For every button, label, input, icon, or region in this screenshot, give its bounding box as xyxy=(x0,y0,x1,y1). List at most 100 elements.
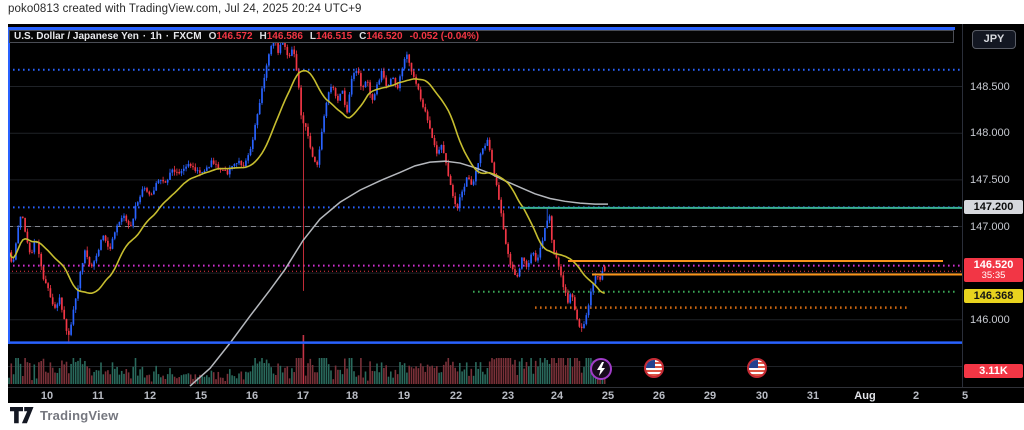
volume-bar xyxy=(279,365,282,384)
candle-body xyxy=(300,87,302,116)
volume-bar xyxy=(327,364,330,384)
volume-bar xyxy=(325,358,328,384)
candle-body xyxy=(518,268,521,277)
candle-body xyxy=(171,169,174,173)
volume-bar xyxy=(502,358,505,384)
volume-bar xyxy=(314,372,316,384)
candle-body xyxy=(337,95,339,101)
candle-body xyxy=(74,298,77,310)
price-axis[interactable]: JPY 148.500 148.000 147.500 147.000 146.000 1… xyxy=(962,24,1024,387)
volume-bar xyxy=(77,360,79,384)
volume-bar xyxy=(537,366,539,384)
volume-bar xyxy=(438,372,440,384)
volume-bar xyxy=(217,371,220,384)
blue-rectangle-top-line[interactable] xyxy=(8,27,955,30)
volume-bar xyxy=(350,358,353,384)
candle-body xyxy=(162,179,164,182)
candle-body xyxy=(139,196,141,203)
volume-bar xyxy=(176,378,178,384)
candle-body xyxy=(431,128,434,138)
candle-body xyxy=(440,144,443,150)
volume-bar xyxy=(26,362,29,384)
volume-bar xyxy=(544,358,546,384)
date-label: 11 xyxy=(92,390,104,402)
volume-bar xyxy=(580,372,583,384)
volume-bar xyxy=(482,371,484,384)
candle-body xyxy=(86,250,89,258)
volume-bar xyxy=(500,358,502,384)
blue-rectangle-left-line[interactable] xyxy=(8,27,10,344)
candle-body xyxy=(458,197,461,209)
candle-body xyxy=(153,190,155,195)
tradingview-brand-text[interactable]: TradingView xyxy=(40,408,119,423)
candle-body xyxy=(97,249,100,256)
symbol-legend[interactable]: U.S. Dollar / Japanese Yen · 1h · FXCM O… xyxy=(9,30,954,43)
candle-body xyxy=(44,279,47,284)
candle-body xyxy=(369,82,371,95)
candle-body xyxy=(136,202,139,206)
volume-bar xyxy=(548,363,551,384)
candle-body xyxy=(17,227,20,244)
volume-bar xyxy=(318,358,321,384)
volume-bar xyxy=(539,358,542,384)
candle-body xyxy=(573,297,576,310)
candle-body xyxy=(26,231,29,243)
tradingview-logo-icon[interactable] xyxy=(10,407,34,424)
volume-bar xyxy=(38,362,40,384)
economic-event-icon-us-flag[interactable] xyxy=(644,358,664,378)
volume-bar xyxy=(256,363,259,384)
volume-bar xyxy=(470,368,473,384)
volume-bar xyxy=(81,364,84,384)
volume-bar xyxy=(143,377,146,384)
candle-body xyxy=(567,292,569,303)
volume-bar xyxy=(208,377,210,384)
open-label: O xyxy=(208,31,217,42)
candle-body xyxy=(343,90,346,105)
candle-body xyxy=(514,269,516,275)
candle-body xyxy=(389,79,392,85)
candle-body xyxy=(49,288,52,298)
volume-bar xyxy=(139,369,141,384)
candle-body xyxy=(417,83,420,90)
volume-bar xyxy=(360,358,362,384)
candle-body xyxy=(463,186,466,192)
candle-body xyxy=(134,205,137,219)
volume-bar xyxy=(254,358,256,384)
volume-bar xyxy=(353,371,355,384)
volume-bar xyxy=(153,371,155,384)
candle-body xyxy=(392,77,394,80)
volume-bar xyxy=(410,367,413,384)
candle-body xyxy=(182,168,185,171)
candle-body xyxy=(433,137,436,146)
currency-toggle-button[interactable]: JPY xyxy=(972,30,1016,49)
candle-body xyxy=(15,243,17,260)
economic-event-icon-us-flag[interactable] xyxy=(747,358,767,378)
volume-bar xyxy=(171,374,174,384)
candle-body xyxy=(242,165,245,167)
candle-body xyxy=(265,65,268,78)
candle-body xyxy=(355,70,358,74)
volume-bar xyxy=(534,360,537,384)
volume-bar xyxy=(378,372,381,384)
volume-bar xyxy=(242,379,245,384)
candle-body xyxy=(590,291,592,306)
candle-body xyxy=(341,90,344,94)
volume-bar xyxy=(445,361,447,384)
candle-body xyxy=(224,170,227,171)
candle-body xyxy=(219,168,222,170)
chart-panel[interactable]: U.S. Dollar / Japanese Yen · 1h · FXCM O… xyxy=(8,24,1024,403)
date-label: 5 xyxy=(961,390,969,402)
volume-bar xyxy=(19,363,22,384)
volume-bar xyxy=(553,358,555,384)
candle-body xyxy=(599,276,601,280)
candle-body xyxy=(484,145,486,149)
candle-body xyxy=(472,181,475,185)
time-axis[interactable]: 10 11 12 15 16 17 18 19 22 23 24 25 26 29 30 31 Aug 2 5 xyxy=(8,387,1024,403)
volume-bar xyxy=(298,358,300,384)
price-chart-canvas[interactable] xyxy=(8,24,1024,403)
volume-bar xyxy=(396,374,399,384)
candle-body xyxy=(286,46,289,56)
economic-event-icon-lightning[interactable] xyxy=(590,358,612,380)
volume-bar xyxy=(226,373,229,384)
candle-body xyxy=(176,171,178,173)
